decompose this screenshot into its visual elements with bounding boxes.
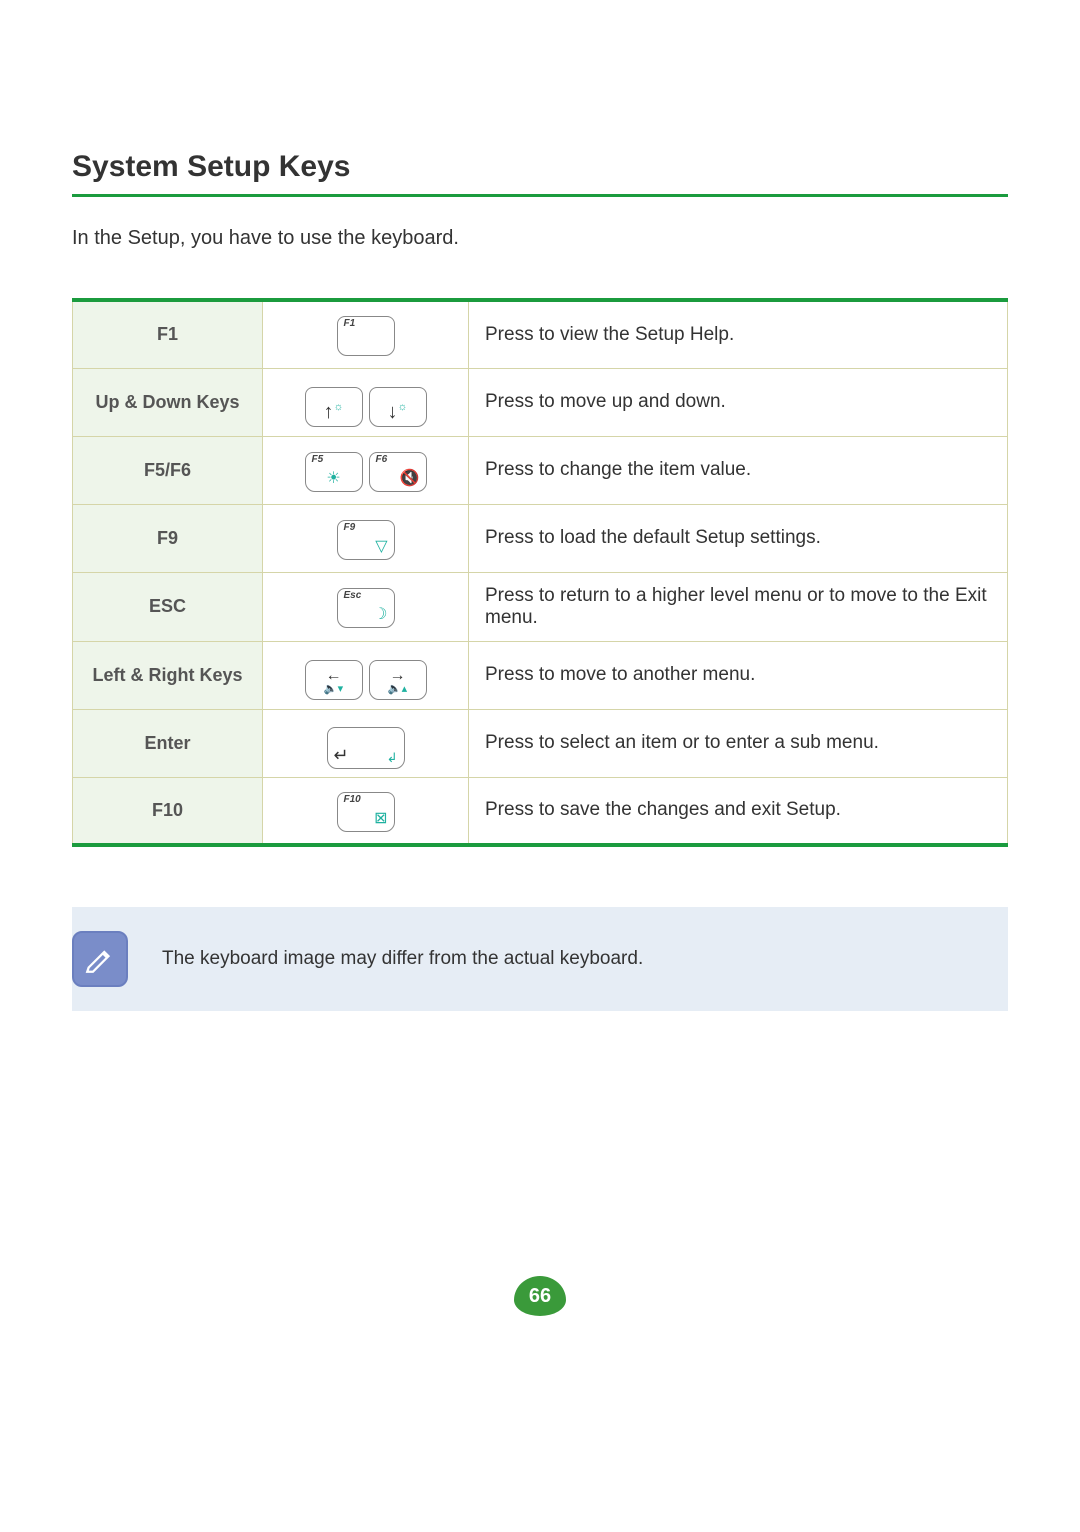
key-label: F1 [73, 300, 263, 368]
enter-icon: ↵↲ [334, 746, 398, 764]
arrow-up-icon: ↑☼ [323, 402, 343, 422]
arrow-down-icon: ↓☼ [387, 402, 407, 422]
key-label: F9 [73, 504, 263, 572]
keycap-icon: Esc ☽ [337, 588, 395, 628]
table-row: ESC Esc ☽ Press to return to a higher level… [73, 572, 1008, 641]
keycap-icon: ↑☼ [305, 387, 363, 427]
brightness-icon: ☀ [326, 471, 340, 487]
key-label: ESC [73, 572, 263, 641]
key-description: Press to move up and down. [469, 368, 1008, 436]
keycap-label: F10 [344, 795, 388, 805]
intro-text: In the Setup, you have to use the keyboa… [72, 227, 1008, 250]
table-row: Enter ↵↲ Press to select an item or to en… [73, 709, 1008, 777]
key-description: Press to save the changes and exit Setup… [469, 777, 1008, 845]
key-description: Press to select an item or to enter a su… [469, 709, 1008, 777]
keycap-icon: →🔈▴ [369, 660, 427, 700]
triangle-down-icon: ▽ [375, 539, 387, 555]
note-box: The keyboard image may differ from the a… [72, 907, 1008, 1011]
setup-keys-table: F1F1Press to view the Setup Help.Up & Do… [72, 298, 1008, 847]
note-text: The keyboard image may differ from the a… [162, 948, 643, 970]
keycap-icon: F10 ⊠ [337, 792, 395, 832]
keycap-label: F6 [376, 455, 420, 465]
key-image-cell: Esc ☽ [263, 572, 469, 641]
table-row: F10 F10 ⊠ Press to save the changes and exi… [73, 777, 1008, 845]
keycap-label: F9 [344, 523, 388, 533]
key-image-cell: F1 [263, 300, 469, 368]
table-row: F5/F6 F5 ☀ F6 🔇 Press to change the item valu… [73, 436, 1008, 504]
arrow-right-icon: →🔈▴ [388, 668, 407, 695]
key-description: Press to change the item value. [469, 436, 1008, 504]
key-description: Press to load the default Setup settings… [469, 504, 1008, 572]
arrow-left-icon: ←🔈▾ [324, 668, 343, 695]
key-image-cell: F5 ☀ F6 🔇 [263, 436, 469, 504]
key-label: F10 [73, 777, 263, 845]
key-label: F5/F6 [73, 436, 263, 504]
key-image-cell: F10 ⊠ [263, 777, 469, 845]
keycap-icon: ↓☼ [369, 387, 427, 427]
key-image-cell: ←🔈▾ →🔈▴ [263, 641, 469, 709]
table-row: F9 F9 ▽ Press to load the default Setup set… [73, 504, 1008, 572]
keycap-icon: F6 🔇 [369, 452, 427, 492]
page-title: System Setup Keys [72, 150, 1008, 184]
key-label: Left & Right Keys [73, 641, 263, 709]
table-row: F1 F1 Press to view the Setup Help. [73, 300, 1008, 368]
key-image-cell: ↵↲ [263, 709, 469, 777]
keycap-icon: F1 [337, 316, 395, 356]
key-image-cell: ↑☼ ↓☼ [263, 368, 469, 436]
key-description: Press to move to another menu. [469, 641, 1008, 709]
table-row: Left & Right Keys ←🔈▾ →🔈▴Press to move t… [73, 641, 1008, 709]
keycap-icon: F9 ▽ [337, 520, 395, 560]
speaker-mute-icon: 🔇 [400, 471, 420, 487]
keycap-label: F5 [312, 455, 356, 465]
keycap-icon: ↵↲ [327, 727, 405, 769]
moon-icon: ☽ [373, 607, 387, 623]
key-description: Press to view the Setup Help. [469, 300, 1008, 368]
box-x-icon: ⊠ [374, 811, 387, 827]
key-image-cell: F9 ▽ [263, 504, 469, 572]
page-number-badge: 66 [514, 1276, 566, 1316]
note-pencil-icon [72, 931, 128, 987]
keycap-icon: F5 ☀ [305, 452, 363, 492]
keycap-label: Esc [344, 591, 388, 601]
table-row: Up & Down Keys ↑☼ ↓☼Press to move up and… [73, 368, 1008, 436]
keycap-icon: ←🔈▾ [305, 660, 363, 700]
key-description: Press to return to a higher level menu o… [469, 572, 1008, 641]
key-label: Enter [73, 709, 263, 777]
key-label: Up & Down Keys [73, 368, 263, 436]
title-rule [72, 194, 1008, 197]
keycap-label: F1 [344, 319, 388, 329]
